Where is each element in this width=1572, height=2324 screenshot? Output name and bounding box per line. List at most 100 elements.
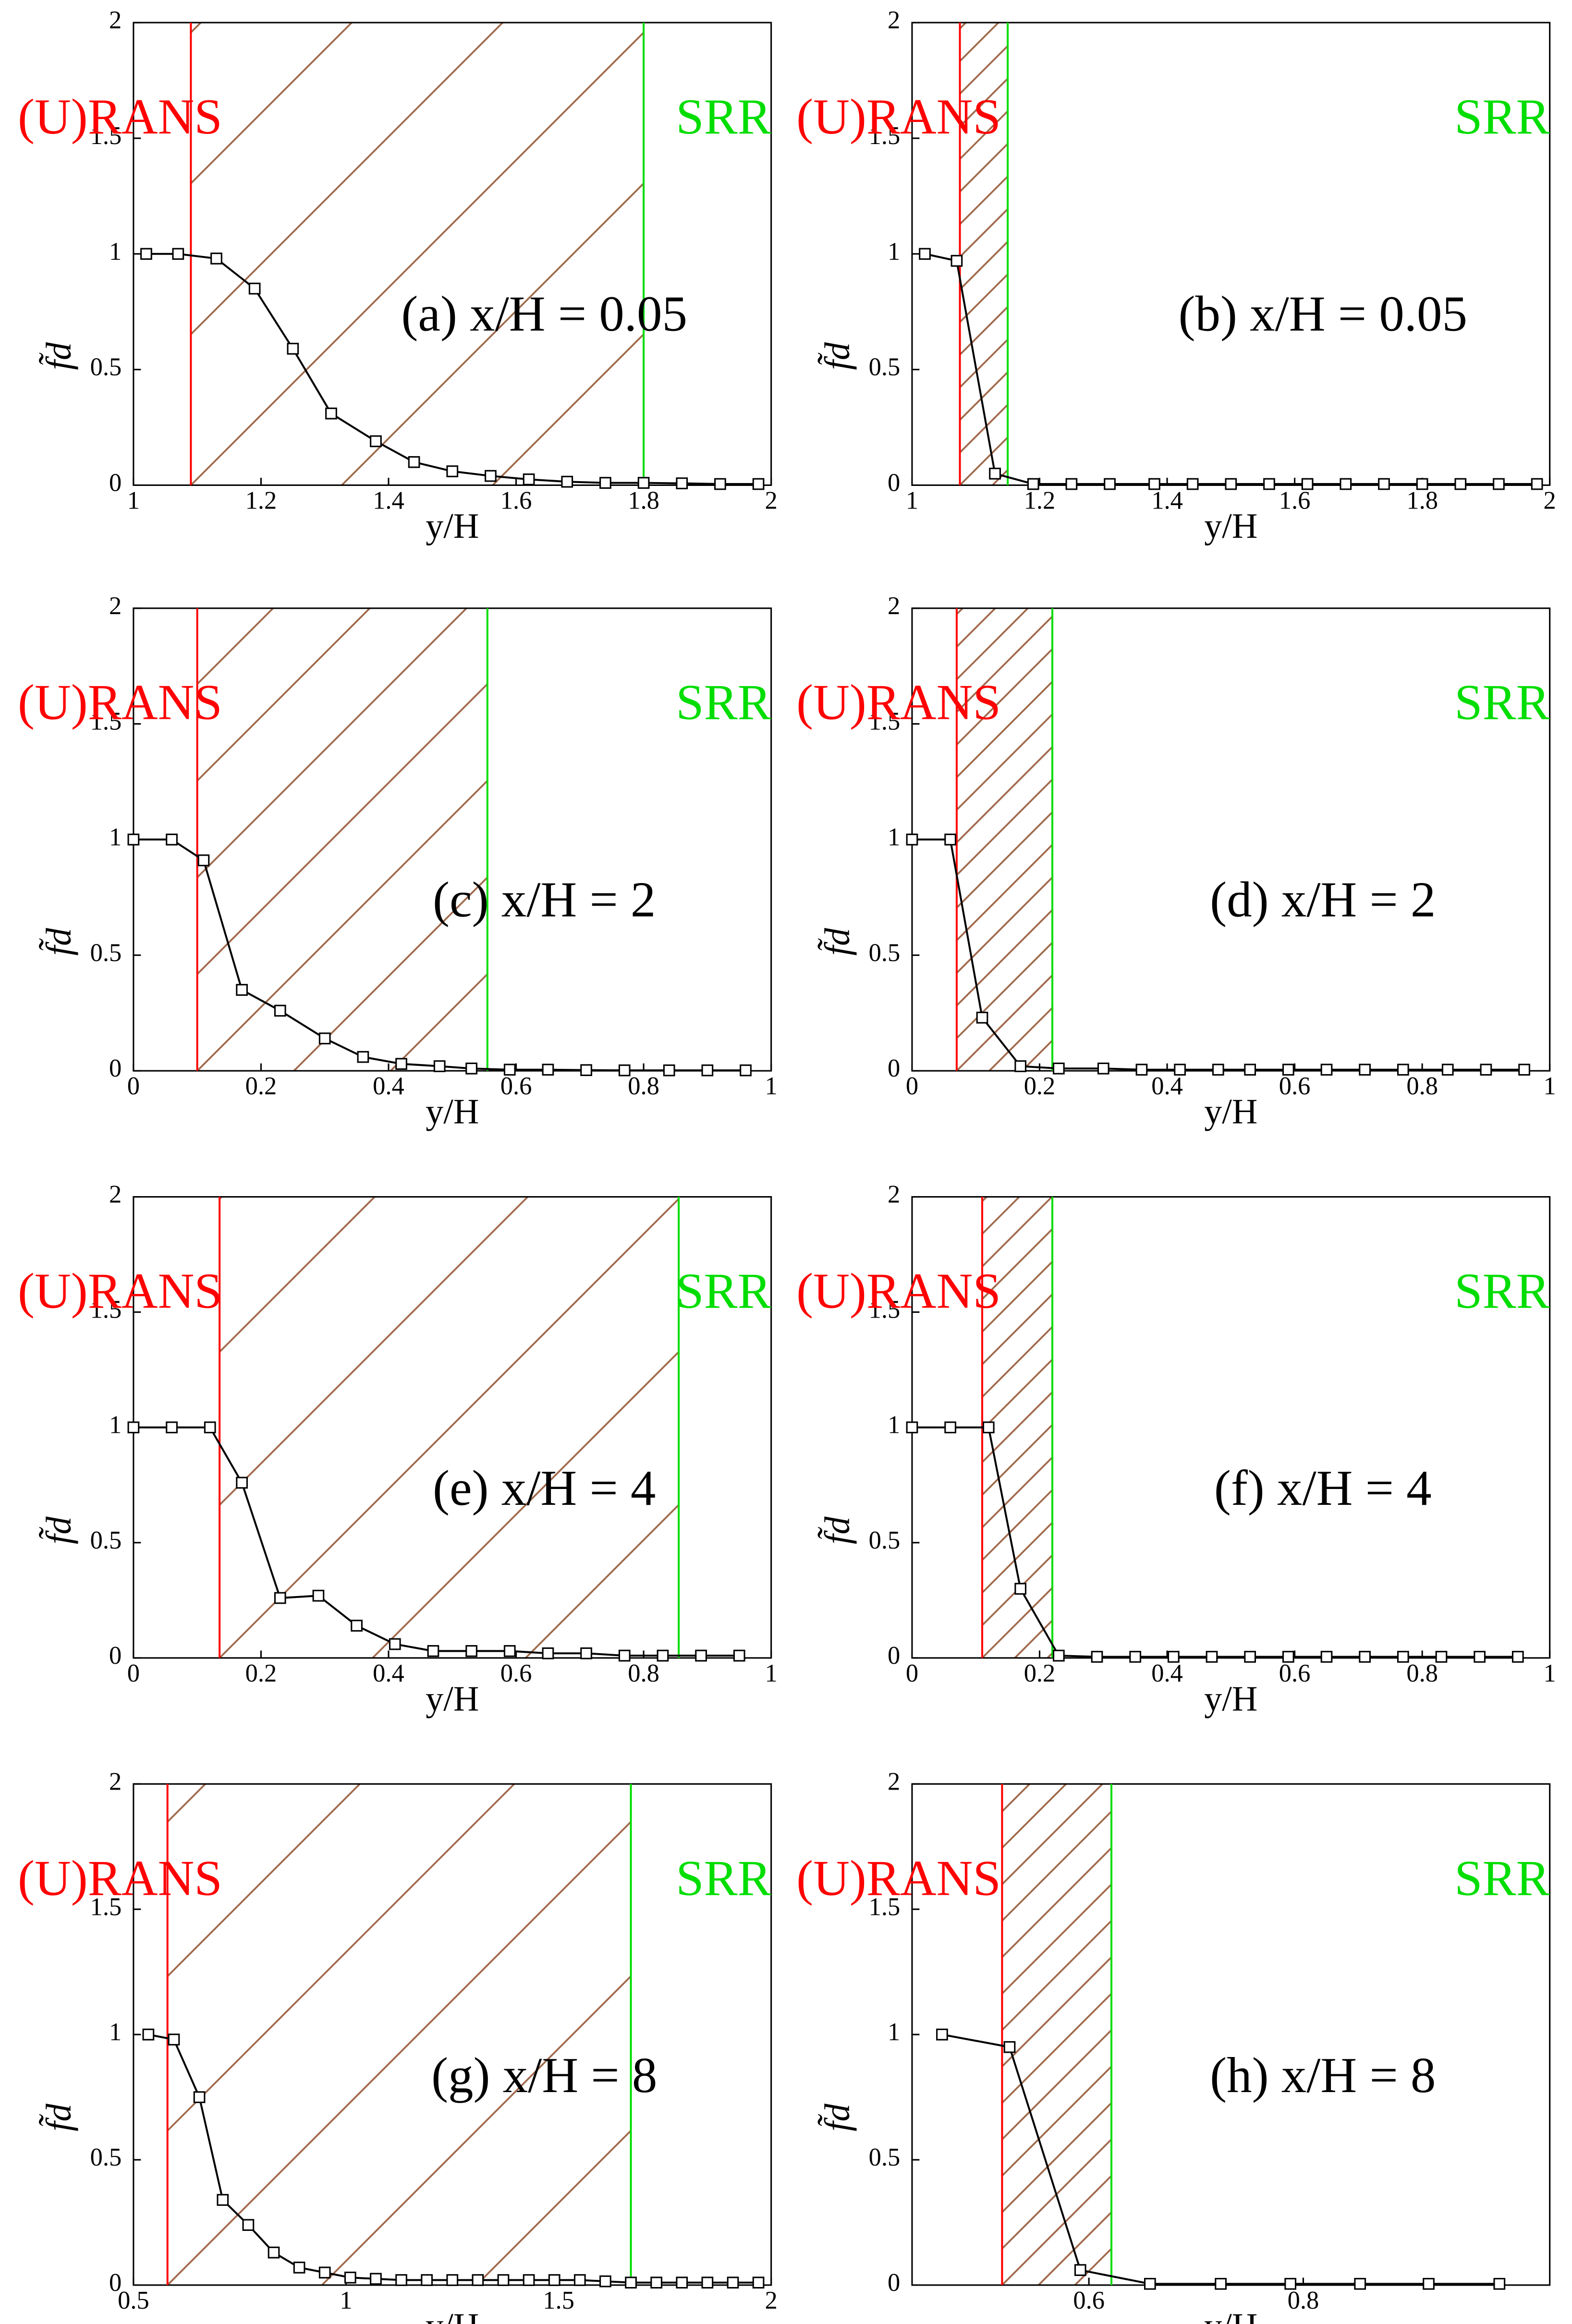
data-marker <box>1074 2264 1086 2276</box>
y-tick-label: 0.5 <box>90 939 122 967</box>
hatch-line <box>1002 2029 1112 2141</box>
y-tick-label: 0 <box>888 1642 900 1670</box>
data-marker <box>1397 1651 1409 1663</box>
region-label: (U)RANS <box>18 1263 222 1319</box>
data-marker <box>127 1421 140 1434</box>
annotation: (h) x/H = 8 <box>1210 2047 1436 2103</box>
hatch-line <box>1002 1784 1103 1886</box>
subplot: 0 0.5 1 1.5 2 0 0.2 0.4 0.6 0.8 1 y/H f̃d (d) x/H = 2… <box>796 592 1556 1132</box>
data-marker <box>318 2266 331 2279</box>
hatch-line <box>372 1350 679 1658</box>
annotation: (d) x/H = 2 <box>1210 871 1436 927</box>
hatch-line <box>956 778 1053 877</box>
y-tick-label: 2 <box>109 1181 122 1209</box>
data-marker <box>248 282 261 295</box>
data-marker <box>1282 1651 1294 1663</box>
data-marker <box>580 1647 592 1659</box>
data-marker <box>351 1620 363 1632</box>
x-tick-label: 1 <box>340 2287 352 2314</box>
data-marker <box>395 2274 407 2286</box>
data-marker <box>433 1060 446 1072</box>
region-label: SRR <box>1454 1850 1549 1906</box>
hatch-region <box>167 1784 631 2285</box>
hatch-line <box>167 1784 361 1978</box>
x-tick-label: 0.2 <box>1024 1072 1056 1100</box>
data-marker <box>325 407 337 420</box>
hatch-line <box>191 31 644 485</box>
data-marker <box>676 477 688 489</box>
data-marker <box>701 2276 714 2289</box>
hatch-line <box>982 1554 1053 1627</box>
data-marker <box>1215 2277 1227 2290</box>
subplot: 00.511.520.511.52y/Hf̃d(g) x/H = 8(U)RAN… <box>18 1767 778 2324</box>
y-axis-label: f̃d <box>38 1516 78 1545</box>
hatch-line <box>1002 1810 1112 1922</box>
y-tick-label: 0.5 <box>869 939 901 967</box>
hatch-region <box>197 608 487 1071</box>
data-marker <box>274 1005 286 1017</box>
data-marker <box>1065 478 1078 490</box>
data-marker <box>312 1589 325 1602</box>
data-marker <box>421 2274 433 2286</box>
data-marker <box>733 1649 745 1662</box>
x-axis-label: y/H <box>1204 2307 1257 2324</box>
data-marker <box>1148 478 1160 490</box>
hatch-line <box>1002 1956 1112 2068</box>
y-tick-label: 0 <box>888 1054 900 1082</box>
data-marker <box>1052 1062 1065 1075</box>
x-tick-label: 0.6 <box>500 1072 532 1100</box>
data-marker <box>485 470 497 482</box>
x-tick-label: 1.4 <box>373 487 404 515</box>
x-tick-label: 2 <box>765 2287 777 2314</box>
data-marker <box>1003 2041 1016 2053</box>
y-axis-label: f̃d <box>817 928 857 956</box>
data-marker <box>168 2034 180 2046</box>
hatch-line <box>219 1197 529 1506</box>
data-marker <box>472 2274 484 2286</box>
hatch-line <box>1002 2138 1112 2250</box>
data-marker <box>1014 1060 1027 1072</box>
x-tick-label: 1 <box>765 1072 777 1100</box>
data-marker <box>166 834 178 846</box>
hatch-line <box>293 876 487 1071</box>
data-marker <box>1129 1651 1142 1663</box>
hatch-line <box>982 1391 1053 1464</box>
y-tick-label: 2 <box>888 592 900 620</box>
data-marker <box>944 1421 956 1434</box>
data-marker <box>1354 2277 1366 2290</box>
x-tick-label: 1 <box>1544 1659 1556 1687</box>
y-tick-label: 0.5 <box>90 2143 122 2171</box>
data-marker <box>1014 1583 1027 1595</box>
x-axis-label: y/H <box>1204 507 1257 546</box>
hatch-line <box>197 608 371 782</box>
data-marker <box>293 2262 305 2274</box>
hatch-line <box>197 779 487 1071</box>
data-marker <box>1027 478 1039 490</box>
data-marker <box>1282 1064 1294 1076</box>
data-marker <box>274 1592 286 1604</box>
y-tick-label: 1 <box>109 238 122 266</box>
x-axis-label: y/H <box>426 2307 479 2324</box>
x-tick-label: 2 <box>765 487 777 515</box>
hatch-line <box>341 182 644 485</box>
annotation: (a) x/H = 0.05 <box>401 286 687 342</box>
data-marker <box>318 1032 331 1045</box>
annotation: (f) x/H = 4 <box>1214 1460 1432 1516</box>
hatch-line <box>956 745 1053 844</box>
x-axis-label: y/H <box>426 507 479 546</box>
data-marker <box>503 1645 516 1657</box>
region-label: SRR <box>1454 1263 1549 1319</box>
data-marker <box>427 1645 439 1657</box>
y-tick-label: 2 <box>888 1181 900 1209</box>
data-marker <box>1244 1064 1256 1076</box>
region-label: SRR <box>1454 88 1549 145</box>
y-tick-label: 0 <box>888 469 900 496</box>
data-marker <box>1091 1651 1103 1663</box>
hatch-line <box>956 974 1053 1071</box>
x-tick-label: 0.6 <box>500 1659 532 1687</box>
y-tick-label: 1.5 <box>869 122 901 150</box>
data-marker <box>637 477 650 489</box>
data-marker <box>1340 478 1352 490</box>
y-tick-label: 1.5 <box>90 708 122 736</box>
annotation: (g) x/H = 8 <box>431 2047 657 2103</box>
